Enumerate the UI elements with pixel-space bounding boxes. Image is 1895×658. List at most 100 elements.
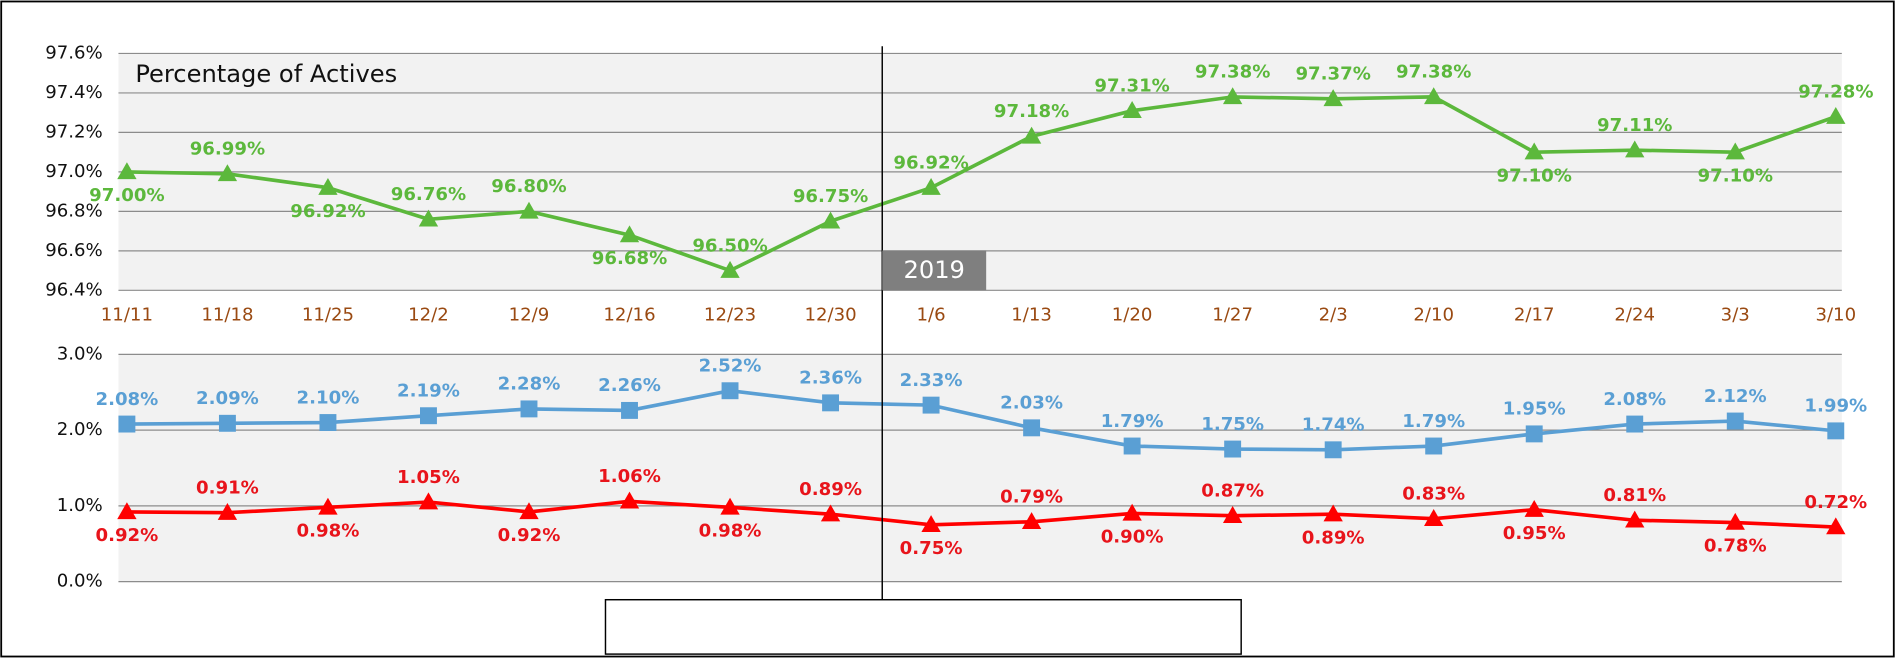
- data-point: [720, 260, 740, 278]
- series-line: [126, 388, 1836, 452]
- data-label: 1.79%: [1402, 411, 1465, 432]
- x-tick-label: 12/2: [408, 305, 449, 326]
- y-tick-label: 96.4%: [45, 279, 103, 300]
- data-point: [1725, 142, 1745, 160]
- data-point: [1625, 140, 1645, 158]
- y-tick-label: 3.0%: [57, 343, 103, 364]
- data-label: 2.19%: [397, 381, 460, 402]
- x-tick-label: 1/13: [1011, 305, 1052, 326]
- data-point: [921, 515, 941, 533]
- chart-title: Percentage of Actives: [135, 60, 397, 88]
- x-tick-label: 12/23: [704, 305, 756, 326]
- data-point: [418, 492, 439, 510]
- data-label: 97.10%: [1496, 165, 1571, 186]
- x-tick-label: 3/3: [1721, 305, 1750, 326]
- year-label: 2019: [903, 256, 964, 284]
- data-point: [621, 401, 638, 419]
- data-point: [1524, 499, 1544, 517]
- data-label: 0.87%: [1201, 481, 1264, 502]
- data-label: 0.98%: [699, 521, 762, 542]
- data-point: [1827, 422, 1845, 440]
- plot-area-bottom: [118, 354, 1842, 582]
- data-point: [217, 164, 238, 182]
- x-tick-label: 12/9: [509, 305, 550, 326]
- data-point: [820, 504, 841, 522]
- x-tick-label: 11/25: [302, 305, 354, 326]
- y-tick-label: 1.0%: [57, 495, 103, 516]
- data-point: [822, 394, 840, 412]
- data-label: 97.31%: [1094, 76, 1169, 97]
- x-tick-label: 11/11: [101, 305, 153, 326]
- data-point: [1726, 412, 1744, 430]
- data-label: 0.95%: [1503, 523, 1566, 544]
- data-label: 2.26%: [598, 375, 661, 396]
- data-point: [420, 407, 437, 425]
- data-label: 97.10%: [1698, 165, 1773, 186]
- data-label: 96.80%: [491, 176, 566, 197]
- data-label: 0.92%: [95, 525, 158, 546]
- x-tick-label: 1/27: [1212, 305, 1253, 326]
- x-tick-label: 2/17: [1514, 305, 1555, 326]
- data-point: [217, 502, 238, 520]
- x-tick-label: 12/16: [603, 305, 655, 326]
- data-label: 0.72%: [1804, 492, 1867, 513]
- data-label: 1.06%: [598, 466, 661, 487]
- y-tick-label: 97.2%: [45, 121, 103, 142]
- data-label: 2.08%: [95, 389, 158, 410]
- data-label: 0.92%: [498, 525, 561, 546]
- data-point: [619, 491, 640, 509]
- data-point: [922, 396, 940, 414]
- data-label: 97.37%: [1295, 64, 1370, 85]
- data-label: 97.18%: [994, 101, 1069, 122]
- series-line: [126, 499, 1836, 529]
- data-point: [318, 497, 338, 515]
- x-tick-label: 1/6: [916, 305, 945, 326]
- data-point: [1122, 101, 1142, 118]
- x-tick-label: 1/20: [1112, 305, 1153, 326]
- data-point: [1021, 126, 1042, 144]
- x-tick-label: 2/24: [1614, 305, 1655, 326]
- data-point: [1323, 89, 1343, 107]
- data-label: 1.95%: [1503, 399, 1566, 420]
- data-point: [520, 400, 538, 418]
- data-point: [921, 178, 941, 195]
- data-point: [1524, 142, 1544, 160]
- data-point: [319, 414, 337, 432]
- data-point: [118, 415, 136, 433]
- data-label: 97.00%: [89, 185, 164, 206]
- y-tick-label: 97.6%: [45, 42, 103, 63]
- data-label: 0.78%: [1704, 536, 1767, 557]
- data-label: 2.52%: [699, 356, 762, 377]
- legend: [604, 598, 1242, 655]
- data-label: 1.99%: [1804, 396, 1867, 417]
- data-point: [1023, 419, 1041, 437]
- data-point: [318, 178, 338, 195]
- data-point: [720, 497, 740, 515]
- data-label: 0.83%: [1402, 484, 1465, 505]
- data-label: 2.28%: [498, 374, 561, 395]
- data-point: [1222, 87, 1243, 105]
- data-point: [1425, 437, 1443, 455]
- data-point: [1725, 512, 1745, 530]
- data-point: [1826, 106, 1846, 124]
- data-point: [1424, 509, 1444, 526]
- y-tick-label: 2.0%: [57, 419, 103, 440]
- data-point: [820, 211, 841, 229]
- series-line: [126, 95, 1837, 273]
- data-label: 96.92%: [290, 201, 365, 222]
- data-point: [218, 414, 236, 432]
- data-point: [1122, 503, 1142, 521]
- x-tick-label: 11/18: [201, 305, 253, 326]
- data-label: 2.08%: [1603, 389, 1666, 410]
- data-label: 2.10%: [297, 387, 360, 408]
- data-point: [1324, 441, 1342, 459]
- data-label: 1.79%: [1101, 411, 1164, 432]
- data-point: [519, 502, 539, 520]
- data-point: [1224, 440, 1242, 458]
- y-tick-label: 96.8%: [45, 200, 103, 221]
- data-point: [1525, 425, 1543, 443]
- data-point: [117, 162, 137, 180]
- data-label: 1.74%: [1302, 415, 1365, 436]
- data-point: [117, 502, 137, 520]
